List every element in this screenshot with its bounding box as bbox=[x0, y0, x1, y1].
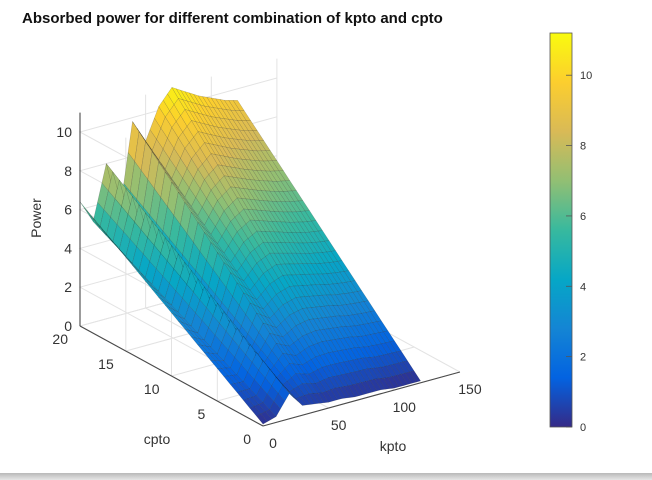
z-tick-label: 10 bbox=[56, 124, 72, 140]
z-tick-label: 8 bbox=[64, 163, 72, 179]
cpto-tick-label: 20 bbox=[52, 331, 68, 347]
axis-lines bbox=[79, 112, 461, 427]
kpto-tick-label: 100 bbox=[393, 399, 417, 415]
cpto-tick-label: 10 bbox=[144, 381, 160, 397]
axes-box: 0 2 4 6 8 10 0 5 10 15 20 0 50 100 150 bbox=[52, 58, 482, 451]
x-axis-line bbox=[262, 371, 461, 427]
kpto-tick-label: 50 bbox=[331, 417, 347, 433]
bottom-edge-strip bbox=[0, 473, 652, 480]
cpto-tick-label: 15 bbox=[98, 356, 114, 372]
z-axis-label: Power bbox=[28, 198, 44, 238]
chart-title: Absorbed power for different combination… bbox=[22, 10, 443, 27]
surface-patch bbox=[409, 370, 421, 383]
z-tick-labels: 0 2 4 6 8 10 bbox=[56, 124, 72, 334]
colorbar-tick-label: 2 bbox=[580, 352, 586, 364]
cpto-tick-label: 5 bbox=[197, 406, 205, 422]
cpto-tick-label: 0 bbox=[243, 431, 251, 447]
cpto-tick-labels: 0 5 10 15 20 bbox=[52, 331, 251, 447]
z-tick-label: 2 bbox=[64, 279, 72, 295]
colorbar-ticks: 0 2 4 6 8 10 bbox=[566, 70, 592, 434]
x-axis-label: kpto bbox=[380, 438, 407, 454]
power-surface bbox=[79, 87, 421, 425]
colorbar-tick-label: 8 bbox=[580, 141, 586, 153]
y-axis-line bbox=[79, 325, 264, 427]
z-tick-label: 6 bbox=[64, 202, 72, 218]
kpto-tick-label: 150 bbox=[458, 381, 482, 397]
colorbar-body bbox=[549, 32, 573, 428]
colorbar-tick-label: 10 bbox=[580, 70, 592, 82]
colorbar-tick-label: 4 bbox=[580, 281, 586, 293]
z-tick-label: 0 bbox=[64, 318, 72, 334]
colorbar-tick-label: 6 bbox=[580, 211, 586, 223]
z-tick-label: 4 bbox=[64, 240, 72, 256]
kpto-tick-labels: 0 50 100 150 bbox=[269, 381, 482, 451]
colorbar-tick-label: 0 bbox=[580, 422, 586, 434]
colorbar: 0 2 4 6 8 10 bbox=[549, 32, 592, 434]
kpto-tick-label: 0 bbox=[269, 435, 277, 451]
y-axis-label: cpto bbox=[144, 431, 171, 447]
